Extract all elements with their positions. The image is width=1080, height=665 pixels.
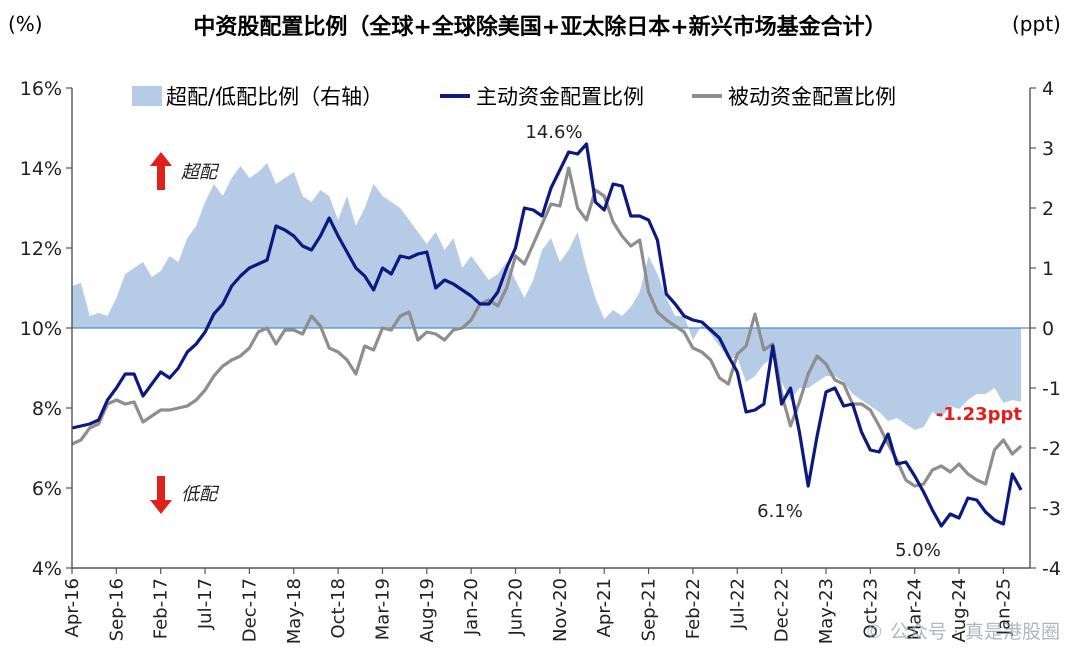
down-arrow-icon [150,476,172,514]
left-axis-tick-label: 12% [20,238,62,260]
series-lines-layer [71,142,1023,528]
x-axis-tick-label: May-23 [816,578,837,644]
x-axis-tick-label: Apr-21 [594,578,615,637]
chart-title: 中资股配置比例（全球+全球除美国+亚太除日本+新兴市场基金合计） [193,14,886,40]
overweight-area-layer [72,163,1022,430]
passive-fund-allocation-line [71,166,1023,488]
x-axis-tick-label: Sep-21 [639,578,660,641]
legend-swatch-overweight [132,86,162,106]
x-axis-tick-label: Mar-24 [905,578,926,640]
left-axis-tick-label: 10% [20,318,62,340]
x-axis-tick-label: Jul-17 [195,578,216,630]
legend-label-overweight: 超配/低配比例（右轴） [166,85,383,109]
right-unit-label: (ppt) [1012,12,1061,36]
right-axis-tick-label: -4 [1042,558,1061,580]
left-axis-tick-label: 6% [32,478,62,500]
right-axis-tick-label: 3 [1042,138,1054,160]
x-axis-tick-label: Feb-17 [151,578,172,639]
x-axis-tick-label: Nov-20 [550,578,571,642]
x-axis-tick-labels: Apr-16 Sep-16 Feb-17 Jul-17 Dec-17 May-18 Oct-… [62,578,1014,644]
right-axis-tick-label: -3 [1042,498,1061,520]
right-axis-tick-label: 1 [1042,258,1054,280]
legend: 超配/低配比例（右轴） 主动资金配置比例 被动资金配置比例 [132,85,896,109]
overweight-ratio-area [72,163,1022,430]
x-axis-tick-label: Apr-16 [62,578,83,637]
right-axis-tick-label: -2 [1042,438,1061,460]
legend-label-passive: 被动资金配置比例 [728,85,896,109]
x-axis-tick-label: Jan-20 [461,578,482,636]
x-axis-tick-label: Dec-17 [239,578,260,642]
x-axis-tick-label: Jul-22 [727,578,748,630]
x-axis-tick-label: Mar-19 [372,578,393,640]
x-axis-tick-label: Oct-23 [860,578,881,639]
peak-annotation: 14.6% [525,122,582,143]
legend-label-active: 主动资金配置比例 [476,85,644,109]
x-axis-tick-label: Dec-22 [772,578,793,642]
x-axis-tick-label: Aug-19 [417,578,438,643]
left-axis-tick-labels: 4% 6% 8% 10% 12% 14% 16% [20,78,62,580]
overweight-marker: 超配 [150,152,220,190]
x-axis-tick-label: Aug-24 [949,578,970,643]
left-axis-tick-label: 14% [20,158,62,180]
left-axis-tick-label: 8% [32,398,62,420]
x-axis-tick-label: May-18 [284,578,305,644]
up-arrow-icon [150,152,172,190]
right-axis-tick-label: 2 [1042,198,1054,220]
left-axis-tick-label: 16% [20,78,62,100]
watermark: © 公众号 · 真是港股圈 [865,621,1060,643]
overweight-label: 超配 [181,162,220,183]
underweight-label: 低配 [181,484,220,505]
latest-value-annotation: -1.23ppt [936,404,1023,425]
active-fund-allocation-line [71,142,1023,528]
left-axis-tick-label: 4% [32,558,62,580]
x-axis-tick-label: Feb-22 [683,578,704,639]
x-axis-tick-label: Oct-18 [328,578,349,639]
x-axis-tick-label: Jun-20 [506,578,527,637]
right-axis-tick-labels: -4 -3 -2 -1 0 1 2 3 4 [1042,78,1061,580]
right-axis-tick-label: 0 [1042,318,1054,340]
x-axis-tick-label: Sep-16 [106,578,127,641]
axes-layer [66,87,1036,574]
right-axis-tick-label: -1 [1042,378,1061,400]
underweight-marker: 低配 [150,476,220,514]
left-unit-label: (%) [8,12,43,36]
x-axis-tick-label: Jan-25 [993,578,1014,636]
right-axis-tick-label: 4 [1042,78,1054,100]
trough-annotation-1: 6.1% [757,501,803,522]
trough-annotation-2: 5.0% [895,540,941,561]
